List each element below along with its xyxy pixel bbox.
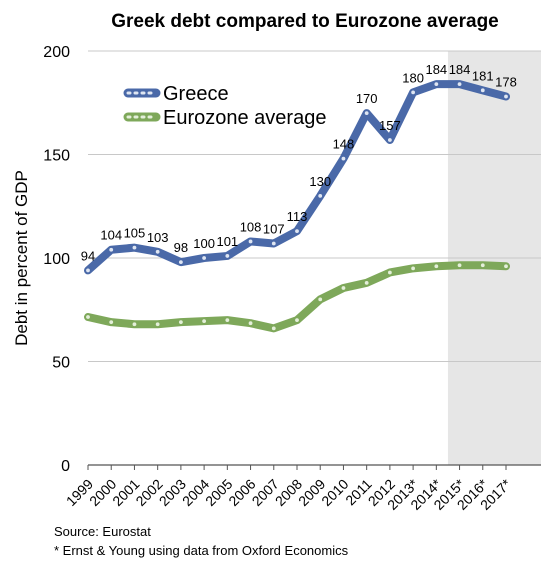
data-label: 181 (472, 68, 494, 83)
y-tick-label: 150 (43, 148, 70, 165)
data-point (86, 315, 90, 319)
data-point (364, 111, 369, 115)
data-point (132, 322, 137, 327)
data-label: 130 (309, 174, 331, 189)
data-point (341, 156, 346, 161)
data-point (109, 320, 114, 325)
data-point (504, 264, 508, 269)
data-label: 104 (100, 228, 122, 243)
data-label: 98 (174, 240, 188, 255)
data-point (248, 321, 253, 326)
legend: Greece Eurozone average (123, 83, 326, 129)
data-label: 103 (147, 230, 169, 245)
data-point (86, 268, 90, 273)
chart-title: Greek debt compared to Eurozone average (111, 11, 499, 32)
data-point (480, 263, 485, 268)
data-label: 94 (81, 248, 95, 263)
y-tick-label: 50 (52, 355, 70, 372)
data-point (387, 270, 392, 275)
footnote: * Ernst & Young using data from Oxford E… (54, 543, 349, 558)
data-point (341, 286, 346, 290)
data-point (411, 90, 416, 95)
data-label: 180 (402, 70, 424, 85)
data-point (387, 138, 392, 142)
legend-label-eurozone: Eurozone average (163, 107, 326, 129)
data-point (480, 88, 485, 93)
data-point (155, 249, 160, 254)
data-point (178, 320, 183, 325)
y-tick-label: 200 (43, 44, 70, 61)
data-label: 101 (216, 234, 238, 249)
data-point (225, 254, 230, 258)
data-label: 178 (495, 75, 517, 90)
data-label: 105 (124, 226, 146, 241)
data-label: 108 (240, 219, 262, 234)
data-point (202, 319, 207, 324)
data-point (295, 229, 299, 233)
data-label: 170 (356, 91, 378, 106)
y-axis-label: Debt in percent of GDP (12, 170, 31, 346)
data-point (295, 318, 299, 322)
data-point (504, 94, 508, 99)
data-point (155, 322, 160, 327)
data-point (434, 82, 439, 87)
data-point (225, 318, 230, 322)
data-point (271, 326, 276, 331)
data-point (318, 194, 323, 198)
data-point (318, 297, 323, 302)
series-lines (84, 80, 510, 333)
data-point (434, 264, 439, 269)
data-label: 148 (333, 137, 355, 152)
data-label: 107 (263, 222, 285, 237)
data-point (457, 263, 462, 268)
data-point (457, 82, 462, 87)
legend-label-greece: Greece (163, 83, 229, 105)
y-axis-ticks: 0 50 100 150 200 (43, 44, 70, 475)
data-label: 157 (379, 118, 401, 133)
data-point (178, 260, 183, 265)
data-point (132, 245, 137, 250)
data-label: 184 (425, 62, 447, 77)
x-axis-ticks: 1999200020012002200320042005200620072008… (63, 465, 515, 513)
data-point (109, 247, 114, 252)
data-point (411, 266, 416, 271)
data-point (271, 241, 276, 246)
data-label: 100 (193, 236, 215, 251)
y-tick-label: 100 (43, 251, 70, 268)
data-point (364, 280, 369, 285)
data-point (248, 239, 253, 244)
source-note: Source: Eurostat (54, 524, 151, 539)
data-point (202, 256, 207, 260)
data-label: 184 (449, 62, 471, 77)
y-tick-label: 0 (61, 458, 70, 475)
data-label: 113 (287, 209, 308, 224)
